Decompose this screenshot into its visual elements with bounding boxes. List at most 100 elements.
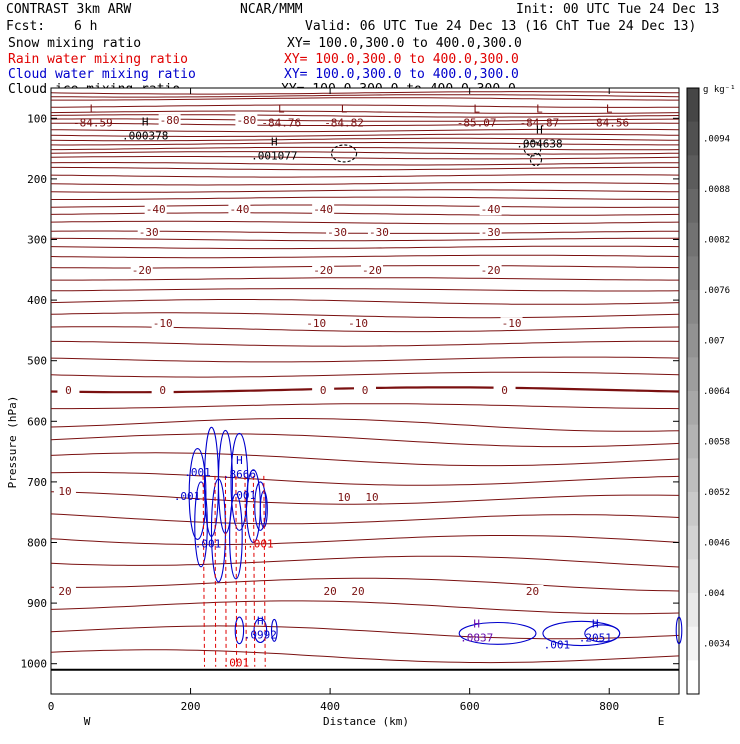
colorbar-swatch	[687, 559, 699, 594]
temperature-label: -20	[313, 264, 333, 277]
x-tick-label: 200	[181, 700, 201, 713]
rain-contour	[252, 475, 256, 667]
colorbar-swatch	[687, 458, 699, 493]
temperature-label: -20	[132, 264, 152, 277]
temperature-contour-line	[50, 94, 680, 98]
extremum-letter: L	[536, 102, 543, 115]
colorbar-label: .0094	[703, 135, 730, 145]
temperature-contour-line	[51, 196, 679, 200]
temperature-label: 0	[501, 384, 508, 397]
rain-contour	[244, 475, 247, 667]
temperature-contour-line	[50, 174, 680, 178]
temperature-contour-line	[50, 151, 680, 155]
temperature-label-bg	[360, 491, 383, 504]
colorbar-swatch	[687, 660, 699, 695]
colorbar-swatch	[687, 256, 699, 291]
contour-labels: -80 -80 -40 -40 -40 -40 -30 -30 -30 -30 -20 -20 -20 -…	[53, 102, 629, 670]
temperature-contour-line	[50, 220, 680, 225]
temperature-label: 0	[159, 384, 166, 397]
temperature-label-bg	[305, 317, 328, 330]
temperature-label-bg	[151, 317, 174, 330]
legend-rain: Rain water mixing ratio	[8, 52, 188, 67]
legend-cloud-water: Cloud water mixing ratio	[8, 67, 196, 82]
temperature-label: -40	[146, 203, 166, 216]
temperature-contour-line	[51, 122, 679, 127]
temperature-label: 10	[365, 491, 378, 504]
temperature-contour-line	[50, 625, 680, 640]
temperature-label: 20	[351, 585, 364, 598]
temperature-label-bg	[130, 263, 153, 276]
extremum-value: -84.87	[520, 116, 560, 129]
colorbar-swatch	[687, 155, 699, 190]
colorbar-label: .0064	[703, 387, 730, 397]
temperature-label-bg	[367, 226, 390, 239]
init-time: Init: 00 UTC Tue 24 Dec 13	[516, 2, 720, 17]
temperature-contour-line	[50, 600, 680, 615]
extremum-value: .2051	[579, 631, 612, 644]
colorbar-label: .0058	[703, 438, 730, 448]
temperature-label: -30	[481, 226, 501, 239]
colorbar-swatch	[687, 323, 699, 358]
temperature-label-bg	[347, 584, 370, 597]
cloud-water-contour	[270, 618, 278, 642]
temperature-label: -80	[236, 114, 256, 127]
temperature-contour-line	[50, 114, 680, 118]
x-tick-label: 600	[460, 700, 480, 713]
temperature-label-bg	[319, 584, 342, 597]
temperature-label: -30	[327, 226, 347, 239]
temperature-label-bg	[137, 226, 160, 239]
extremum-value: .000378	[122, 130, 168, 143]
temperature-label-bg	[333, 491, 356, 504]
contour-small-label: .001	[223, 657, 250, 670]
forecast-value: 6 h	[74, 19, 97, 34]
cloud-water-contour	[254, 481, 267, 531]
cloud-water-contour	[584, 624, 621, 643]
extremum-value: .001077	[251, 150, 297, 163]
y-axis-label: Pressure (hPa)	[6, 396, 19, 489]
temperature-label-bg	[521, 584, 544, 597]
x-tick-label: 400	[320, 700, 340, 713]
colorbar-swatch	[687, 424, 699, 459]
temperature-label: -30	[139, 226, 159, 239]
contour-small-label: .001	[230, 489, 257, 502]
x-axis-label: Distance (km)	[323, 715, 409, 728]
y-tick-label: 600	[27, 415, 47, 428]
extremum-value: .004638	[516, 138, 562, 151]
extremum-letter: L	[278, 102, 285, 115]
rain-contour	[235, 475, 238, 667]
temperature-contour-line	[50, 371, 680, 378]
colorbar-swatch	[687, 88, 699, 123]
temperature-contour-line	[50, 299, 680, 305]
temperature-contour-line	[51, 403, 680, 410]
temperature-contour-line	[50, 491, 680, 505]
extremum-value: -85.07	[457, 116, 497, 129]
temperature-contour-line	[50, 118, 679, 122]
x-end-east: E	[658, 715, 665, 728]
cloud-water-contour	[234, 616, 245, 645]
y-tick-label: 1000	[21, 658, 48, 671]
extremum-letter: H	[257, 614, 264, 627]
extremum-value: .8666	[223, 468, 256, 481]
forecast-label: Fcst:	[6, 19, 45, 34]
colorbar-label: .0034	[703, 640, 730, 650]
temperature-label-bg	[228, 203, 251, 216]
valid-time: Valid: 06 UTC Tue 24 Dec 13 (16 ChT Tue …	[305, 19, 696, 34]
temperature-contour-line	[50, 433, 680, 448]
colorbar-label: .007	[703, 337, 725, 347]
temperature-contour-line	[50, 237, 679, 242]
temperature-label: 20	[526, 585, 539, 598]
temperature-contour-line	[51, 104, 680, 108]
colorbar-swatch	[687, 492, 699, 527]
temperature-contour-line	[50, 91, 680, 95]
temperature-label-bg	[312, 383, 335, 396]
temperature-contour-line	[50, 535, 680, 546]
hydrometeor-contours	[188, 140, 683, 667]
temperature-contour-line	[50, 137, 680, 142]
colorbar-swatch	[687, 525, 699, 560]
temperature-label: 20	[323, 585, 336, 598]
temperature-contour-line	[50, 110, 680, 115]
colorbar-swatch	[687, 357, 699, 392]
colorbar-label: .0082	[703, 236, 730, 246]
colorbar-swatch	[687, 222, 699, 257]
temperature-contour-line	[50, 156, 680, 160]
